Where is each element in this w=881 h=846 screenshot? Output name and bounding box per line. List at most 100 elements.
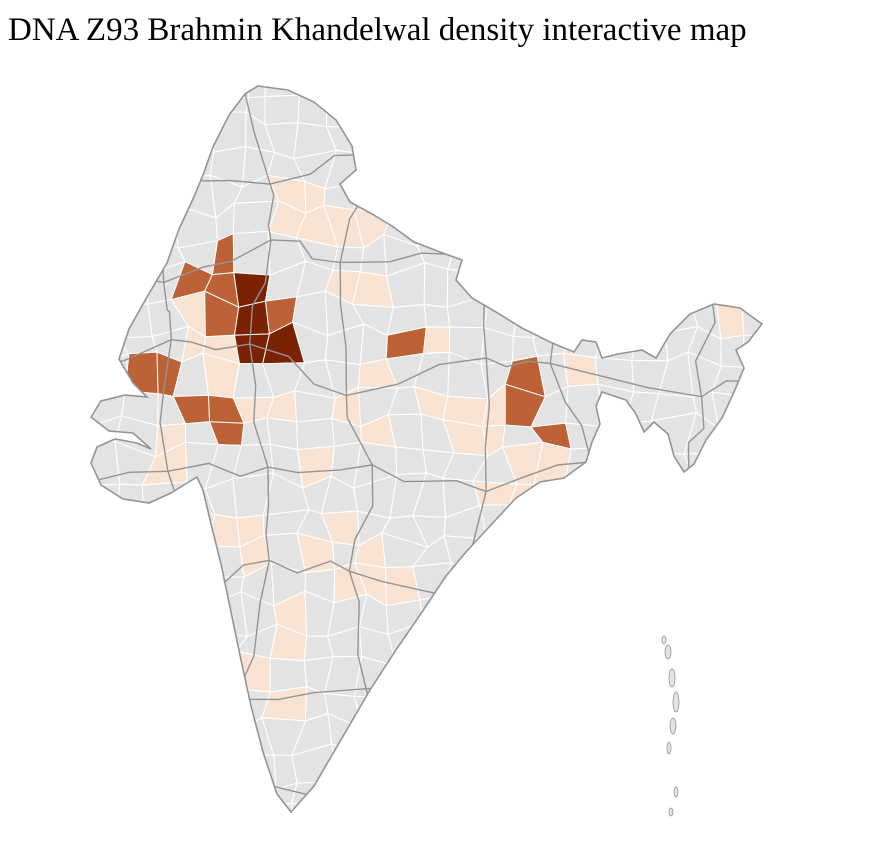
district-cell[interactable] (781, 483, 817, 514)
district-cell[interactable] (711, 452, 758, 487)
district-cell[interactable] (656, 271, 689, 300)
district-cell[interactable] (110, 82, 151, 116)
district-cell[interactable] (563, 51, 598, 93)
district-cell[interactable] (741, 482, 783, 515)
district-cell[interactable] (61, 443, 85, 486)
district-cell[interactable] (686, 538, 716, 578)
district-cell[interactable] (443, 116, 475, 149)
district-cell[interactable] (563, 485, 602, 519)
district-cell[interactable] (531, 262, 568, 304)
district-cell[interactable] (115, 214, 154, 240)
district-cell[interactable] (62, 175, 90, 216)
district-cell[interactable] (710, 115, 746, 156)
district-cell[interactable] (655, 239, 696, 274)
district-cell[interactable] (88, 771, 122, 815)
district-cell[interactable] (650, 591, 700, 634)
district-cell[interactable] (692, 664, 714, 692)
district-cell[interactable] (86, 113, 125, 157)
district-cell[interactable] (563, 184, 602, 217)
district-cell[interactable] (771, 742, 813, 780)
district-cell[interactable] (563, 210, 608, 234)
district-cell[interactable] (504, 628, 550, 664)
district-cell[interactable] (200, 650, 245, 697)
district-cell[interactable] (177, 110, 215, 154)
district-cell[interactable] (357, 87, 400, 128)
district-cell[interactable] (84, 483, 121, 508)
district-cell[interactable] (567, 653, 600, 696)
district-cell[interactable] (331, 743, 368, 788)
district-cell[interactable] (629, 52, 657, 90)
district-cell[interactable] (415, 811, 448, 843)
district-cell[interactable] (59, 771, 98, 815)
district-cell[interactable] (681, 268, 721, 296)
district-cell[interactable] (61, 415, 90, 453)
district-cell[interactable] (184, 750, 217, 789)
district-cell[interactable] (561, 277, 606, 299)
district-cell[interactable] (681, 239, 723, 273)
district-cell[interactable] (564, 422, 607, 450)
district-cell[interactable] (472, 117, 510, 149)
district-cell[interactable] (90, 624, 116, 664)
district-cell[interactable] (153, 593, 177, 634)
district-cell[interactable] (742, 86, 785, 125)
district-cell[interactable] (454, 630, 482, 663)
district-cell[interactable] (628, 508, 658, 542)
district-cell[interactable] (598, 621, 638, 662)
district-cell[interactable] (604, 232, 635, 280)
district-cell[interactable] (741, 384, 783, 428)
district-cell[interactable] (590, 261, 635, 296)
district-cell[interactable] (564, 232, 608, 280)
district-cell[interactable] (531, 694, 569, 728)
district-cell[interactable] (714, 268, 750, 299)
district-cell[interactable] (89, 51, 121, 98)
district-cell[interactable] (417, 143, 451, 182)
district-cell[interactable] (119, 173, 157, 219)
district-cell[interactable] (561, 291, 606, 335)
district-cell[interactable] (742, 117, 782, 152)
district-cell[interactable] (598, 500, 631, 542)
district-cell[interactable] (780, 535, 816, 573)
district-cell[interactable] (627, 262, 663, 300)
district-cell[interactable] (565, 801, 609, 840)
district-cell[interactable] (594, 534, 631, 571)
district-cell[interactable] (683, 173, 729, 213)
district-cell[interactable] (531, 143, 569, 186)
district-cell[interactable] (418, 742, 453, 780)
district-cell[interactable] (777, 423, 818, 457)
district-cell[interactable] (473, 140, 520, 176)
district-cell[interactable] (752, 740, 785, 780)
district-cell[interactable] (772, 87, 818, 128)
district-cell[interactable] (353, 696, 384, 730)
district-cell[interactable] (389, 809, 426, 837)
district-cell[interactable] (775, 232, 813, 276)
district-cell[interactable] (596, 82, 637, 127)
district-cell[interactable] (443, 535, 488, 580)
district-cell[interactable] (537, 82, 575, 125)
district-cell[interactable] (561, 691, 602, 724)
district-cell[interactable] (175, 620, 212, 670)
district-cell[interactable] (532, 714, 570, 757)
district-cell[interactable] (562, 743, 608, 784)
district-cell[interactable] (116, 695, 147, 725)
district-cell[interactable] (596, 713, 629, 758)
district-cell[interactable] (691, 814, 726, 839)
district-cell[interactable] (502, 117, 540, 145)
district-cell[interactable] (361, 114, 400, 158)
district-cell[interactable] (447, 242, 488, 275)
district-cell[interactable] (563, 560, 605, 605)
district-cell[interactable] (148, 749, 187, 786)
district-cell[interactable] (82, 722, 125, 757)
district-cell[interactable] (419, 621, 458, 664)
district-cell[interactable] (626, 692, 661, 715)
district-cell[interactable] (477, 533, 510, 580)
district-cell[interactable] (57, 52, 94, 97)
district-cell[interactable] (682, 87, 723, 121)
district-cell[interactable] (114, 593, 160, 633)
district-cell[interactable] (477, 563, 518, 606)
district-cell[interactable] (621, 749, 670, 790)
district-cell[interactable] (332, 246, 365, 273)
district-cell[interactable] (324, 808, 366, 846)
district-cell[interactable] (744, 814, 783, 846)
district-cell[interactable] (563, 500, 602, 549)
district-cell[interactable] (141, 152, 186, 181)
